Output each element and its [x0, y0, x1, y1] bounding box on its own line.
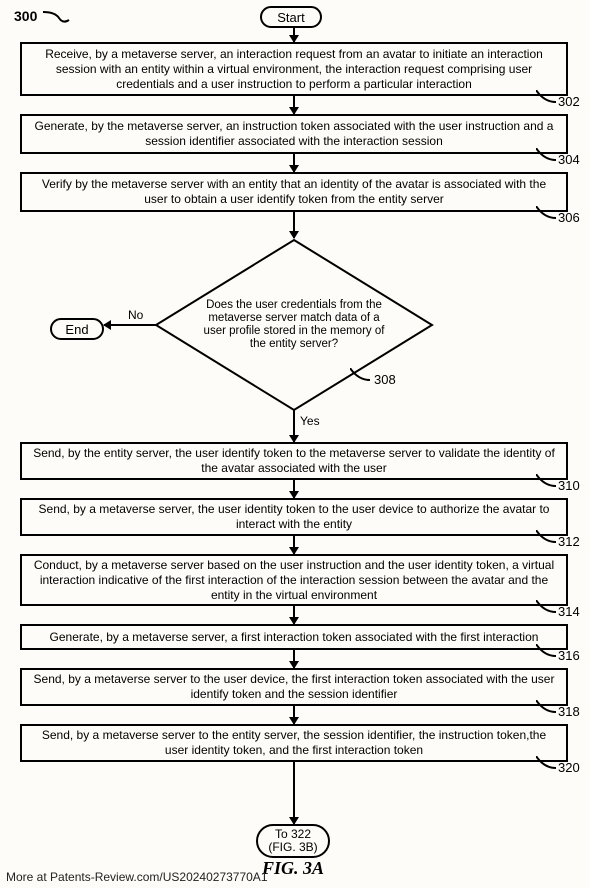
figure-reference: 300	[14, 8, 71, 24]
step-314: Conduct, by a metaverse server based on …	[20, 554, 568, 606]
footer-text: More at Patents-Review.com/US20240273770…	[6, 870, 268, 884]
ref-308: 308	[374, 372, 396, 387]
ref-302: 302	[558, 94, 580, 109]
ref-314: 314	[558, 604, 580, 619]
step-306: Verify by the metaverse server with an e…	[20, 172, 568, 212]
step-text: Conduct, by a metaverse server based on …	[30, 558, 558, 603]
arrow	[293, 606, 295, 624]
step-320: Send, by a metaverse server to the entit…	[20, 724, 568, 762]
arrow	[293, 154, 295, 172]
ref-318: 318	[558, 704, 580, 719]
flourish-icon	[41, 10, 71, 24]
start-terminal: Start	[260, 6, 322, 28]
step-text: Generate, by the metaverse server, an in…	[30, 119, 558, 149]
step-text: Send, by the entity server, the user ide…	[30, 446, 558, 476]
ref-320: 320	[558, 760, 580, 775]
arrow	[293, 536, 295, 554]
step-text: Receive, by a metaverse server, an inter…	[30, 47, 558, 92]
arrow	[293, 762, 295, 824]
figure-ref-number: 300	[14, 8, 37, 24]
step-text: Send, by a metaverse server to the entit…	[30, 728, 558, 758]
end-label: End	[65, 322, 88, 337]
step-316: Generate, by a metaverse server, a first…	[20, 624, 568, 650]
figure-caption: FIG. 3A	[262, 858, 324, 879]
ref-curve-icon	[536, 530, 560, 544]
ref-310: 310	[558, 478, 580, 493]
arrow	[293, 706, 295, 724]
no-edge	[104, 324, 156, 326]
ref-curve-icon	[536, 644, 560, 658]
ref-304: 304	[558, 152, 580, 167]
continuation-terminal: To 322 (FIG. 3B)	[256, 824, 330, 858]
yes-label: Yes	[300, 414, 320, 428]
ref-316: 316	[558, 648, 580, 663]
step-318: Send, by a metaverse server to the user …	[20, 668, 568, 706]
ref-curve-icon	[536, 148, 560, 162]
ref-306: 306	[558, 210, 580, 225]
ref-curve-icon	[536, 474, 560, 488]
step-312: Send, by a metaverse server, the user id…	[20, 498, 568, 536]
ref-curve-icon	[536, 206, 560, 220]
arrow	[293, 650, 295, 668]
ref-curve-icon	[536, 600, 560, 614]
start-label: Start	[277, 10, 304, 25]
no-label: No	[128, 308, 143, 322]
arrow	[293, 410, 295, 442]
end-terminal: End	[50, 318, 104, 340]
step-302: Receive, by a metaverse server, an inter…	[20, 42, 568, 96]
ref-312: 312	[558, 534, 580, 549]
step-text: Verify by the metaverse server with an e…	[30, 177, 558, 207]
step-310: Send, by the entity server, the user ide…	[20, 442, 568, 480]
arrow	[293, 212, 295, 238]
continuation-label: To 322 (FIG. 3B)	[268, 828, 317, 854]
step-304: Generate, by the metaverse server, an in…	[20, 114, 568, 154]
ref-curve-icon	[536, 700, 560, 714]
ref-curve-icon	[350, 368, 374, 382]
step-text: Send, by a metaverse server, the user id…	[30, 502, 558, 532]
step-text: Send, by a metaverse server to the user …	[30, 672, 558, 702]
arrow	[293, 28, 295, 42]
decision-text: Does the user credentials from the metav…	[198, 299, 390, 352]
arrow	[293, 96, 295, 114]
arrow	[293, 480, 295, 498]
ref-curve-icon	[536, 756, 560, 770]
ref-curve-icon	[536, 90, 560, 104]
step-text: Generate, by a metaverse server, a first…	[50, 630, 539, 645]
